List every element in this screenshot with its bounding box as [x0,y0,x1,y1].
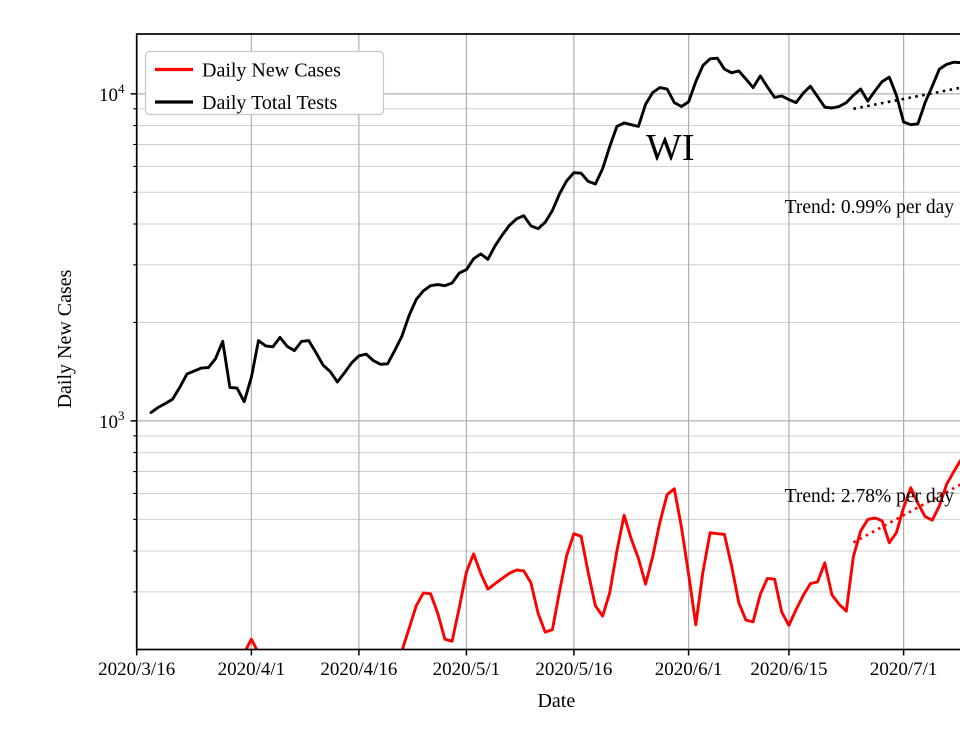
tests-trendline [853,86,960,111]
region-label: WI [646,127,695,169]
tests-trend-annotation: Trend: 0.99% per day [785,197,955,218]
gridlines [136,34,960,650]
y-axis-label: Daily New Cases [54,269,76,408]
tick-marks [130,93,905,656]
chart-figure: 2020/3/16 2020/4/1 2020/4/16 2020/5/1 2020/5… [40,16,960,736]
legend-item-label: Daily Total Tests [202,92,338,114]
plot-background [136,34,960,650]
cases-line [244,458,960,650]
x-tick-label: 2020/6/15 [750,659,827,680]
x-tick-label: 2020/7/1 [870,659,938,680]
legend-item-label: Daily New Cases [202,60,341,82]
legend-box [144,50,385,116]
x-axis-label: Date [537,690,575,712]
cases-trend-annotation: Trend: 2.78% per day [785,486,955,507]
x-tick-label: 2020/4/1 [218,659,286,680]
axes-spines [135,33,960,651]
x-tick-label: 2020/5/1 [433,659,501,680]
series-layer [149,56,960,650]
cases-trendline [852,483,960,544]
y-tick-label: 104 [99,81,125,106]
y-tick-label: 103 [99,408,125,433]
x-tick-label: 2020/6/1 [655,659,723,680]
legend: Daily New Cases Daily Total Tests [144,50,385,116]
x-tick-label: 2020/5/16 [535,659,612,680]
line-chart-svg: 2020/3/16 2020/4/1 2020/4/16 2020/5/1 2020/5… [40,16,960,736]
x-tick-label: 2020/4/16 [320,659,397,680]
x-tick-label: 2020/3/16 [98,659,175,680]
tests-line [149,56,960,415]
